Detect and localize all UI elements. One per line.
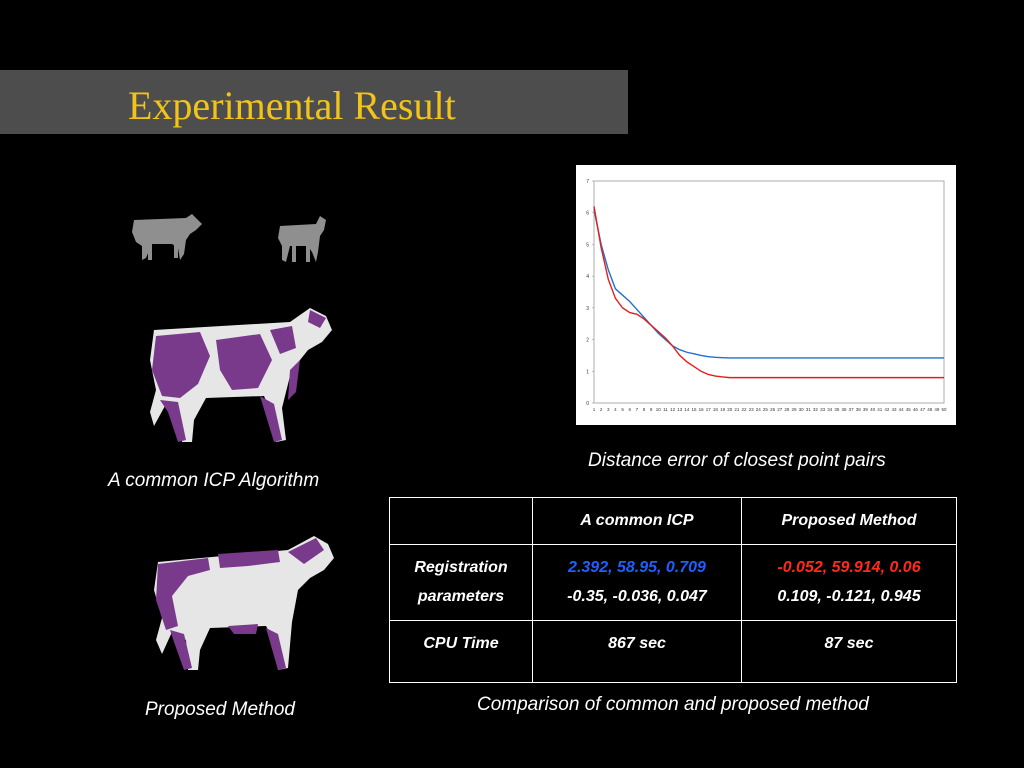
table-header-proposed: Proposed Method (741, 497, 957, 545)
icp-params-line1: 2.392, 58.95, 0.709 (568, 558, 706, 576)
cpu-time-label: CPU Time (389, 620, 533, 683)
x-tick-label: 29 (791, 407, 797, 412)
x-tick-label: 30 (799, 407, 805, 412)
icp-caption: A common ICP Algorithm (108, 470, 320, 491)
x-tick-label: 6 (628, 407, 631, 412)
distance-error-chart: 0 1 2 3 4 5 6 7 1 2 3 4 5 6 7 8 9 10 11 12 13 14 15 16 17 18 19 20 2… (576, 165, 956, 425)
proposed-params-line2: 0.109, -0.121, 0.945 (777, 587, 921, 605)
x-tick-label: 36 (841, 407, 847, 412)
x-tick-label: 11 (663, 407, 668, 412)
x-tick-label: 22 (741, 407, 747, 412)
x-tick-label: 8 (643, 407, 646, 412)
x-tick-label: 12 (670, 407, 676, 412)
x-tick-label: 43 (891, 407, 897, 412)
icp-params-line2: -0.35, -0.036, 0.047 (567, 587, 707, 605)
x-tick-label: 20 (727, 407, 733, 412)
cpu-time-icp: 867 sec (532, 620, 742, 683)
icp-result-cow-image (150, 308, 332, 442)
y-tick-label: 7 (586, 179, 589, 185)
plot-area (593, 180, 945, 404)
x-tick-label: 32 (813, 407, 819, 412)
x-tick-label: 9 (650, 407, 653, 412)
x-tick-label: 34 (827, 407, 833, 412)
x-tick-label: 25 (763, 407, 769, 412)
x-tick-label: 27 (777, 407, 783, 412)
x-tick-label: 26 (770, 407, 776, 412)
x-tick-label: 48 (927, 407, 933, 412)
x-tick-label: 18 (713, 407, 719, 412)
table-header-icp: A common ICP (532, 497, 742, 545)
x-tick-label: 14 (684, 407, 690, 412)
x-tick-label: 41 (877, 407, 883, 412)
x-tick-label: 33 (820, 407, 826, 412)
y-tick-label: 3 (586, 306, 589, 312)
x-tick-label: 24 (756, 407, 762, 412)
x-tick-label: 1 (593, 407, 596, 412)
x-tick-label: 38 (856, 407, 862, 412)
x-tick-label: 13 (677, 407, 683, 412)
x-tick-label: 16 (699, 407, 705, 412)
x-tick-label: 46 (913, 407, 919, 412)
table-cell-proposed-params: -0.052, 59.914, 0.06 0.109, -0.121, 0.94… (741, 543, 957, 622)
table-header-row: A common ICP Proposed Method (389, 497, 957, 545)
table-header-empty (389, 497, 533, 545)
cpu-time-proposed: 87 sec (741, 620, 957, 683)
y-tick-label: 4 (586, 274, 589, 280)
x-tick-label: 42 (884, 407, 890, 412)
x-tick-label: 39 (863, 407, 869, 412)
x-tick-label: 49 (934, 407, 940, 412)
target-cow-model-image (278, 216, 326, 262)
proposed-params-line1: -0.052, 59.914, 0.06 (777, 558, 921, 576)
x-tick-label: 37 (849, 407, 855, 412)
y-tick-label: 2 (586, 338, 589, 344)
x-tick-label: 44 (899, 407, 905, 412)
x-tick-label: 4 (614, 407, 617, 412)
table-row-registration: Registration parameters 2.392, 58.95, 0.… (389, 543, 957, 622)
slide-title: Experimental Result (128, 83, 456, 128)
proposed-result-cow-image (154, 536, 334, 670)
x-tick-label: 23 (749, 407, 755, 412)
x-tick-label: 35 (834, 407, 840, 412)
x-tick-label: 19 (720, 407, 726, 412)
registration-label-line2: parameters (417, 587, 505, 605)
x-tick-label: 31 (806, 407, 812, 412)
x-tick-label: 47 (920, 407, 926, 412)
title-bar (0, 70, 628, 134)
table-cell-icp-params: 2.392, 58.95, 0.709 -0.35, -0.036, 0.047 (532, 543, 742, 622)
x-tick-label: 5 (621, 407, 624, 412)
table-caption: Comparison of common and proposed method (477, 694, 869, 715)
table-row-cpu-time: CPU Time 867 sec 87 sec (389, 620, 957, 683)
x-tick-label: 15 (691, 407, 697, 412)
proposed-error-line (593, 206, 944, 379)
y-tick-label: 0 (586, 401, 589, 407)
x-tick-label: 2 (600, 407, 603, 412)
x-tick-label: 3 (607, 407, 610, 412)
x-tick-label: 21 (734, 407, 740, 412)
x-tick-label: 40 (870, 407, 876, 412)
x-tick-label: 17 (706, 407, 712, 412)
y-tick-label: 6 (586, 211, 589, 217)
source-cow-model-image (132, 214, 202, 260)
x-tick-label: 10 (656, 407, 662, 412)
proposed-caption: Proposed Method (145, 699, 295, 720)
table-cell-label: Registration parameters (389, 543, 533, 622)
x-tick-label: 50 (941, 407, 947, 412)
x-tick-label: 28 (784, 407, 790, 412)
y-tick-label: 1 (586, 369, 589, 375)
chart-caption: Distance error of closest point pairs (588, 450, 886, 471)
x-tick-label: 45 (906, 407, 912, 412)
x-tick-label: 7 (636, 407, 639, 412)
y-tick-label: 5 (586, 242, 589, 248)
registration-label-line1: Registration (414, 558, 508, 576)
comparison-table: A common ICP Proposed Method Registratio… (389, 497, 957, 683)
